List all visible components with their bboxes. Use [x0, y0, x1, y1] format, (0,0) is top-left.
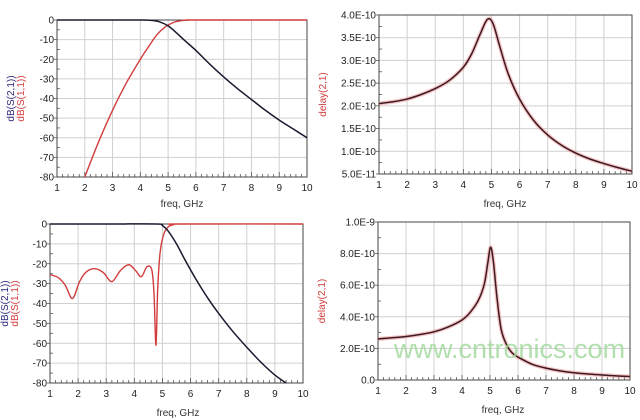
y-tick-label: -40	[33, 299, 48, 310]
y-tick-label: 5.0E-11	[342, 170, 377, 181]
x-tick-label: 6	[193, 183, 199, 194]
y-tick-label: -10	[33, 239, 48, 250]
x-tick-label: 9	[601, 180, 607, 191]
y-tick-label: 0.0	[361, 376, 375, 387]
x-tick-label: 10	[297, 389, 309, 400]
y-tick-label: -20	[40, 55, 55, 66]
y-tick-label: -50	[40, 114, 55, 125]
x-tick-label: 1	[47, 389, 53, 400]
x-axis-label: freq, GHz	[482, 405, 525, 416]
chart-panel-2: 1 2 3 4 5 6 7 8 9 10 4.0E-10 3.5E-10 3.0E-10 2.5E-10 2…	[318, 11, 638, 211]
y-tick-label: 1.0E-9	[346, 218, 376, 229]
y-tick-label: -70	[40, 153, 55, 164]
x-tick-label: 2	[75, 389, 81, 400]
y-tick-label: -30	[33, 279, 48, 290]
x-tick-label: 7	[543, 386, 549, 397]
x-tick-label: 6	[515, 386, 521, 397]
x-tick-label: 4	[132, 389, 138, 400]
x-tick-label: 4	[138, 183, 144, 194]
x-tick-label: 9	[599, 386, 605, 397]
x-tick-label: 7	[545, 180, 551, 191]
series-line-1	[50, 223, 287, 384]
y-tick-label: 8.0E-10	[340, 249, 375, 260]
y-axis-label: delay(2,1)	[318, 72, 329, 116]
x-tick-label: 7	[221, 183, 227, 194]
y-tick-label: -30	[40, 74, 55, 85]
x-tick-label: 7	[216, 389, 222, 400]
x-tick-label: 2	[404, 180, 410, 191]
y-tick-label: -60	[33, 339, 48, 350]
x-tick-label: 3	[432, 180, 438, 191]
x-tick-label: 10	[626, 180, 638, 191]
y-tick-label: -10	[40, 35, 55, 46]
x-tick-label: 5	[487, 386, 493, 397]
x-tick-label: 6	[188, 389, 194, 400]
y-tick-label: 4.0E-10	[341, 11, 376, 22]
y-tick-label: -80	[40, 173, 55, 184]
y-tick-label: 3.0E-10	[341, 56, 376, 67]
x-tick-label: 1	[376, 180, 382, 191]
y-tick-label: -20	[33, 259, 48, 270]
x-axis-label: freq, GHz	[157, 408, 200, 419]
y-tick-label: 2.0E-10	[341, 101, 376, 112]
x-tick-label: 8	[573, 180, 579, 191]
x-tick-label: 8	[249, 183, 255, 194]
series-line-2	[49, 223, 304, 346]
chart-panel-3: 1 2 3 4 5 6 7 8 9 10 0 -10 -20 -30 -40 -50 -60 -70 -80 freq…	[0, 220, 309, 420]
plot-frame	[377, 221, 631, 381]
x-tick-label: 4	[459, 386, 465, 397]
x-axis-label: freq, GHz	[484, 199, 527, 210]
y-tick-label: 4.0E-10	[340, 312, 375, 323]
x-tick-label: 1	[375, 386, 381, 397]
y-axis-label: dB(S(1,1))	[10, 280, 21, 326]
chart-panel-4: 1 2 3 4 5 6 7 8 9 10 1.0E-9 8.0E-10 6.0E-10 4.0E-10 2.…	[317, 218, 636, 417]
y-tick-label: 2.0E-10	[340, 344, 375, 355]
x-tick-label: 4	[461, 180, 467, 191]
y-axis-label: dB(S(2,1))	[0, 280, 11, 326]
x-tick-label: 3	[103, 389, 109, 400]
y-tick-label: -70	[33, 359, 48, 370]
x-tick-label: 10	[301, 183, 313, 194]
y-tick-label: 6.0E-10	[340, 281, 375, 292]
x-tick-label: 5	[160, 389, 166, 400]
y-tick-label: 2.5E-10	[341, 79, 376, 90]
x-tick-label: 2	[82, 183, 88, 194]
y-tick-label: 1.0E-10	[341, 147, 376, 158]
x-tick-label: 1	[54, 183, 60, 194]
y-tick-label: 3.5E-10	[341, 33, 376, 44]
y-axis-label: delay(2,1)	[317, 279, 328, 323]
chart-panel-1: 1 2 3 4 5 6 7 8 9 10 0 -10 -20 -30 -40 -50 -60 -70 -80 freq…	[6, 16, 313, 211]
x-tick-label: 5	[489, 180, 495, 191]
plot-frame	[378, 14, 633, 175]
y-tick-label: -60	[40, 133, 55, 144]
y-tick-label: -40	[40, 94, 55, 105]
x-tick-label: 6	[517, 180, 523, 191]
y-tick-label: 0	[41, 220, 47, 231]
y-tick-label: 0	[48, 16, 54, 27]
series-line-1	[377, 246, 631, 378]
x-tick-label: 8	[244, 389, 250, 400]
y-tick-label: -50	[33, 319, 48, 330]
x-axis-label: freq, GHz	[161, 199, 204, 210]
watermark: www.cntronics.com	[393, 334, 625, 364]
y-tick-label: -80	[33, 379, 48, 390]
series-line-2	[84, 19, 307, 178]
series-glow	[378, 16, 633, 174]
x-tick-label: 5	[165, 183, 171, 194]
x-tick-label: 9	[272, 389, 278, 400]
x-tick-label: 10	[624, 386, 636, 397]
x-tick-label: 2	[403, 386, 409, 397]
y-axis-label: dB(S(1,1))	[16, 75, 27, 121]
series-line-1	[56, 19, 308, 139]
y-tick-label: 1.5E-10	[341, 124, 376, 135]
x-tick-label: 3	[110, 183, 116, 194]
series-line-1	[378, 17, 633, 172]
x-tick-label: 3	[431, 386, 437, 397]
x-tick-label: 8	[571, 386, 577, 397]
y-axis-label: dB(S(2,1))	[6, 75, 17, 121]
x-tick-label: 9	[276, 183, 282, 194]
